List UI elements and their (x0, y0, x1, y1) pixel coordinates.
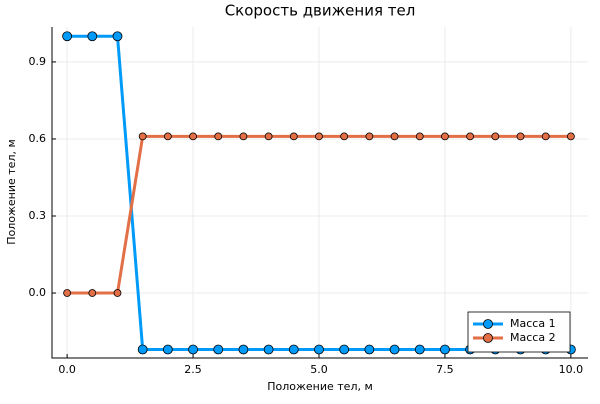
legend-marker (483, 319, 493, 329)
marker (88, 289, 97, 297)
marker (264, 132, 273, 141)
marker (364, 344, 375, 355)
marker (314, 344, 324, 355)
marker (163, 132, 172, 141)
axes (51, 27, 588, 359)
marker (238, 344, 249, 355)
marker (466, 132, 475, 141)
marker (162, 344, 173, 355)
marker (340, 132, 349, 141)
x-tick-label: 0.0 (58, 363, 76, 376)
marker (516, 132, 525, 141)
marker (62, 31, 73, 42)
marker (339, 344, 350, 355)
x-tick-label: 10.0 (559, 363, 584, 376)
marker (566, 132, 575, 141)
marker (113, 289, 122, 297)
x-tick-label: 7.5 (436, 363, 454, 376)
marker (87, 31, 98, 42)
chart-title: Скорость движения тел (225, 2, 416, 20)
marker (239, 132, 248, 141)
marker (414, 344, 425, 355)
marker (415, 132, 424, 141)
marker (214, 132, 223, 141)
legend-box (467, 311, 571, 353)
y-tick-label: 0.9 (29, 55, 47, 68)
marker (138, 132, 147, 141)
y-tick-label: 0.0 (29, 286, 47, 299)
marker (389, 344, 400, 355)
marker (112, 31, 123, 42)
x-tick-label: 5.0 (310, 363, 328, 376)
legend-label: Масса 1 (510, 317, 556, 330)
marker (390, 132, 399, 141)
marker (440, 344, 450, 355)
marker (137, 344, 148, 355)
marker (289, 132, 298, 141)
marker (213, 344, 224, 355)
y-axis-label: Положение тел, м (5, 139, 18, 245)
x-tick-label: 2.5 (184, 363, 202, 376)
x-axis-label: Положение тел, м (267, 380, 373, 393)
legend-label: Масса 2 (510, 331, 556, 344)
marker (188, 344, 198, 355)
marker (288, 344, 299, 355)
y-tick-label: 0.3 (29, 209, 47, 222)
marker (541, 132, 550, 141)
marker (315, 132, 323, 141)
marker (263, 344, 274, 355)
marker (365, 132, 374, 141)
marker (63, 289, 72, 297)
marker (491, 132, 500, 141)
y-tick-label: 0.6 (29, 132, 47, 145)
marker (441, 132, 449, 141)
marker (189, 132, 197, 141)
legend-marker (483, 333, 493, 343)
